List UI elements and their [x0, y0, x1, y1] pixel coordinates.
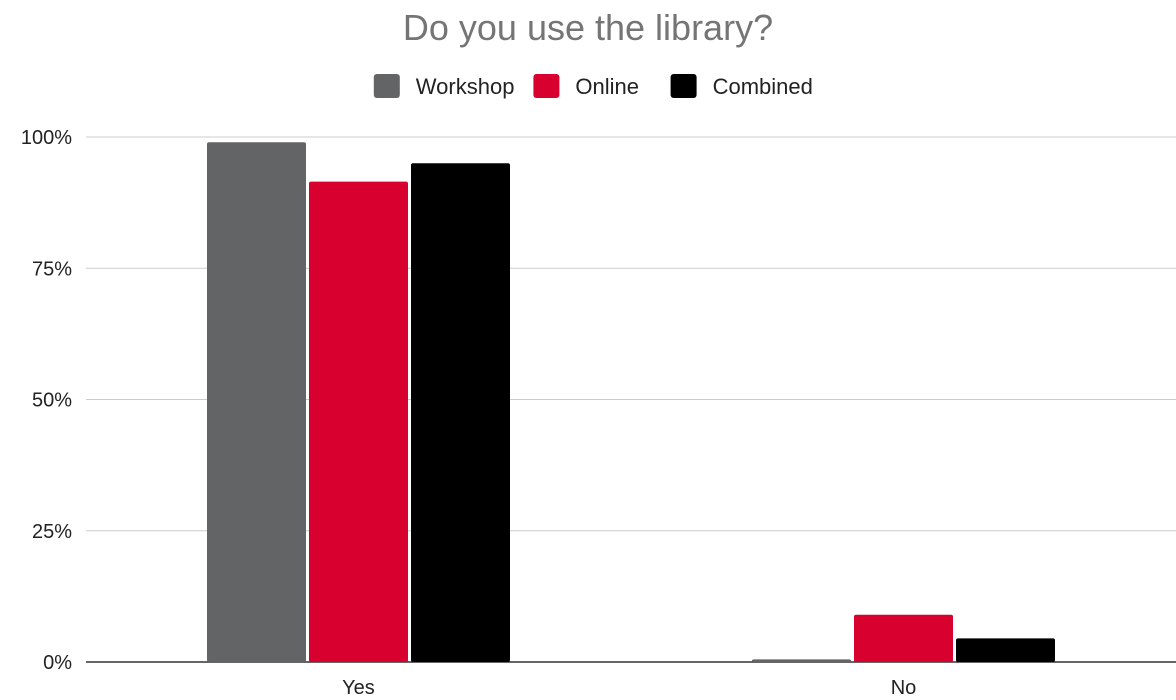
y-tick-label: 100% — [21, 127, 72, 149]
y-tick-label: 75% — [32, 258, 72, 280]
bar-combined-yes — [411, 163, 510, 662]
bar-online-yes — [309, 181, 408, 662]
legend-swatch-combined — [670, 74, 697, 98]
x-category-label: Yes — [342, 677, 375, 699]
bar-workshop-no — [752, 659, 851, 662]
y-tick-label: 25% — [32, 521, 72, 543]
chart-title: Do you use the library? — [403, 7, 773, 48]
bar-online-no — [854, 614, 953, 662]
x-category-label: No — [891, 677, 917, 699]
legend: Workshop Online Combined — [373, 74, 813, 99]
legend-label-workshop: Workshop — [416, 74, 515, 99]
y-axis-ticks: 0% 25% 50% 75% 100% — [21, 127, 72, 674]
legend-swatch-online — [533, 74, 560, 98]
y-tick-label: 0% — [43, 652, 72, 674]
x-axis-categories: Yes No — [342, 677, 916, 699]
y-tick-label: 50% — [32, 390, 72, 412]
legend-label-combined: Combined — [713, 74, 813, 99]
bars — [207, 142, 1055, 662]
legend-swatch-workshop — [373, 74, 400, 98]
bar-combined-no — [956, 638, 1055, 662]
bar-workshop-yes — [207, 142, 306, 662]
legend-label-online: Online — [575, 74, 639, 99]
